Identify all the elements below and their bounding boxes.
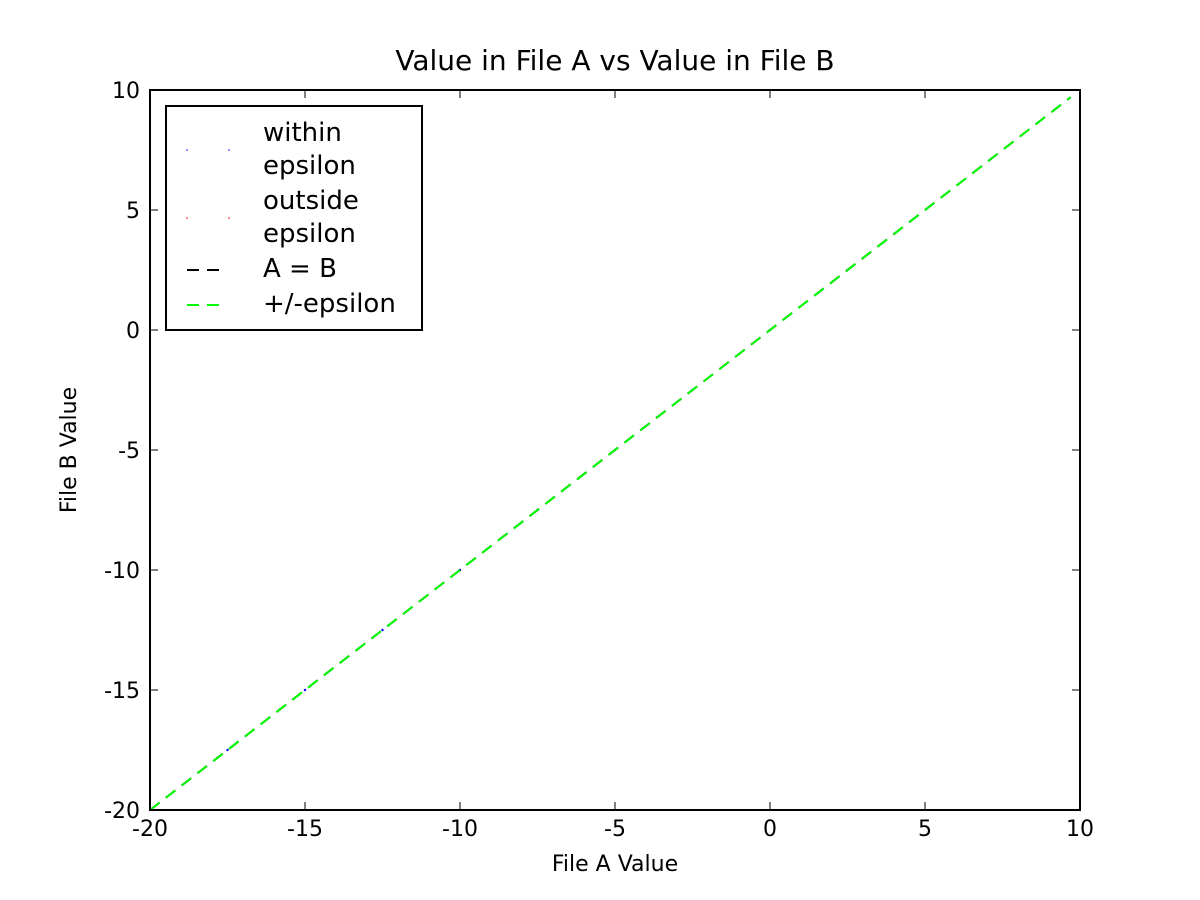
line [150,96,1072,810]
y-tick-label: -20 [104,799,140,824]
x-tick-label: -20 [132,817,168,842]
y-tick-label: -15 [104,679,140,704]
legend-dot [228,217,230,219]
legend-label: within epsilon [263,118,356,181]
legend-entry: outside epsilon [167,185,421,251]
legend-swatch [187,303,227,306]
legend-label: outside epsilon [263,186,359,249]
plot-frame [149,89,1081,811]
y-tick-label: 10 [112,79,140,104]
legend-swatch [187,268,227,271]
legend-label: +/-epsilon [263,289,396,319]
y-axis-label: File B Value [57,387,82,513]
x-tick-label: -15 [287,817,323,842]
legend-swatch [186,149,230,151]
legend-swatch [186,217,230,219]
point [226,748,229,752]
chart-title: Value in File A vs Value in File B [395,44,834,77]
x-axis-label: File A Value [552,852,678,877]
x-tick-label: -10 [442,817,478,842]
x-tick-label: -5 [604,817,626,842]
y-tick-label: -10 [104,559,140,584]
legend-entry: A = B [167,253,421,286]
x-tick-label: 0 [763,817,777,842]
plot-area [150,96,1072,810]
point [303,688,307,692]
y-tick-label: 5 [126,199,140,224]
legend-dot [186,217,188,219]
legend-dot [228,149,230,151]
legend-dot [186,149,188,151]
legend-entry: +/-epsilon [167,288,421,321]
legend-entry: within epsilon [167,117,421,183]
point [381,628,384,632]
x-tick-label: 10 [1066,817,1094,842]
x-tick-label: 5 [918,817,932,842]
y-tick-label: 0 [126,319,140,344]
legend-label: A = B [263,254,337,284]
legend: within epsilon outside epsilon A = B +/-eps… [165,105,423,331]
y-tick-label: -5 [118,439,140,464]
